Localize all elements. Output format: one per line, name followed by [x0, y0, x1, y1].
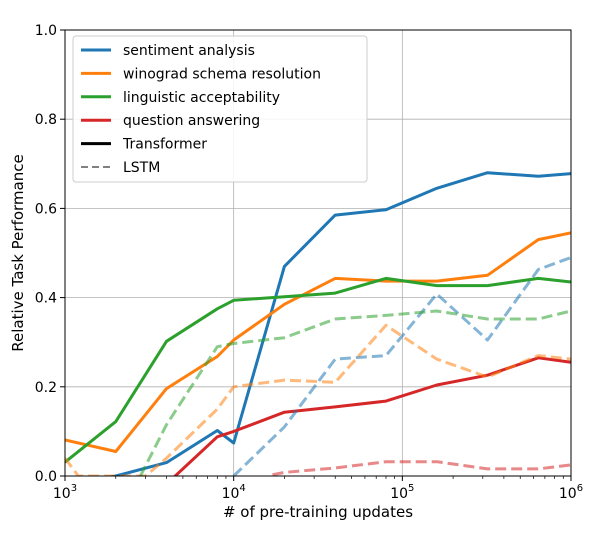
series-line-question-answering-lstm	[272, 460, 571, 476]
series-line-linguistic-acceptability-transformer	[65, 276, 571, 464]
legend-label: Transformer	[122, 137, 207, 153]
series-line-sentiment-analysis-lstm	[232, 256, 571, 476]
legend-label: linguistic acceptability	[123, 90, 280, 106]
y-tick-label: 1.0	[35, 23, 57, 39]
x-axis-ticks: 103 104 105 106	[53, 476, 583, 502]
x-tick-label: 106	[559, 483, 583, 502]
legend-frame	[72, 35, 368, 183]
legend: sentiment analysis winograd schema resolu…	[72, 35, 368, 183]
y-tick-label: 0.6	[35, 201, 57, 217]
series-lines	[65, 171, 571, 476]
series-line-question-answering-transformer	[173, 356, 571, 476]
legend-label: question answering	[123, 113, 260, 129]
y-tick-label: 0.2	[35, 380, 57, 396]
y-tick-label: 0.8	[35, 112, 57, 128]
series-line-winograd-schema-resolution-lstm	[65, 323, 571, 476]
legend-label: sentiment analysis	[123, 43, 255, 59]
x-tick-label: 103	[53, 483, 77, 502]
x-tick-label: 105	[390, 483, 414, 502]
x-axis-label: # of pre-training updates	[223, 503, 413, 521]
y-tick-label: 0.0	[35, 469, 57, 485]
legend-label: winograd schema resolution	[123, 66, 321, 82]
plot-frame	[64, 29, 572, 477]
y-tick-label: 0.4	[35, 291, 57, 307]
y-axis-label: Relative Task Performance	[9, 154, 27, 351]
legend-label: LSTM	[123, 160, 160, 176]
x-tick-label: 104	[222, 483, 246, 502]
y-axis-ticks: 0.0 0.2 0.4 0.6 0.8 1.0	[35, 23, 65, 485]
series-line-linguistic-acceptability-lstm	[139, 309, 571, 476]
series-line-winograd-schema-resolution-transformer	[65, 231, 571, 453]
